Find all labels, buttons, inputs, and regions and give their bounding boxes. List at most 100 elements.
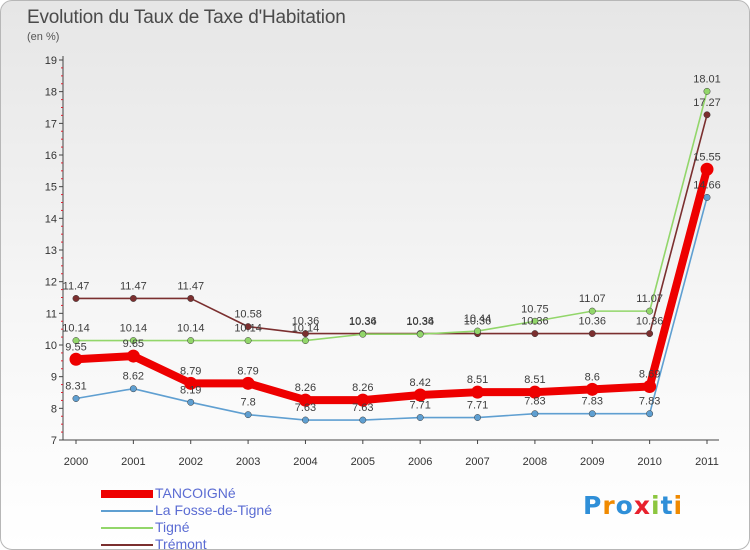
series-3-point bbox=[531, 330, 539, 338]
series-1-data-label: 7.63 bbox=[295, 402, 316, 414]
series-3-data-label: 10.58 bbox=[234, 309, 262, 321]
series-2-data-label: 10.14 bbox=[234, 323, 262, 335]
x-tick-label: 2007 bbox=[465, 456, 489, 468]
series-0-point bbox=[298, 393, 312, 407]
x-tick-label: 2002 bbox=[178, 456, 202, 468]
series-0-data-label: 8.69 bbox=[639, 368, 660, 380]
series-1-point bbox=[187, 398, 195, 406]
series-3-line bbox=[75, 113, 708, 335]
series-0-data-label: 8.51 bbox=[467, 374, 488, 386]
series-0-point bbox=[528, 385, 542, 399]
series-3-data-label: 17.27 bbox=[693, 97, 721, 109]
y-tick-label: 8 bbox=[51, 403, 57, 415]
series-1-point bbox=[129, 385, 137, 393]
y-tick-label: 9 bbox=[51, 372, 57, 384]
series-1-point bbox=[474, 414, 481, 421]
series-1-data-label: 8.62 bbox=[123, 371, 144, 383]
series-1-point bbox=[359, 416, 367, 424]
logo-letter: P bbox=[583, 491, 603, 520]
legend-label: TANCOIGNé bbox=[155, 485, 236, 501]
series-0-data-label: 8.79 bbox=[180, 365, 201, 377]
series-0-point bbox=[126, 349, 140, 363]
x-tick-label: 2005 bbox=[351, 456, 375, 468]
series-1-point bbox=[302, 416, 309, 424]
series-1-data-label: 14.66 bbox=[693, 179, 721, 191]
chart-subtitle: (en %) bbox=[27, 31, 60, 43]
series-3-point bbox=[703, 111, 711, 119]
y-tick-label: 10 bbox=[45, 340, 57, 352]
series-0-line bbox=[72, 165, 711, 405]
series-3-data-label: 10.36 bbox=[521, 316, 549, 328]
series-2-point bbox=[474, 327, 481, 335]
logo-letter: t bbox=[660, 491, 674, 520]
series-2-point bbox=[302, 337, 309, 345]
series-3-data-label: 11.47 bbox=[63, 280, 90, 292]
series-2-point bbox=[531, 317, 539, 325]
series-1-data-label: 7.83 bbox=[582, 396, 603, 408]
x-tick-label: 2011 bbox=[695, 456, 719, 468]
logo-letter: i bbox=[673, 491, 684, 520]
series-2-data-label: 10.34 bbox=[406, 316, 434, 328]
series-0-data-label: 8.79 bbox=[237, 365, 258, 377]
series-1-data-label: 7.71 bbox=[409, 400, 430, 412]
y-tick-label: 11 bbox=[46, 308, 57, 320]
y-tick-label: 17 bbox=[45, 118, 57, 130]
y-tick-label: 18 bbox=[45, 87, 57, 99]
logo-letter: x bbox=[633, 491, 651, 520]
series-1-data-label: 8.19 bbox=[180, 384, 201, 396]
x-tick-label: 2010 bbox=[637, 456, 661, 468]
series-3-data-label: 10.36 bbox=[349, 316, 377, 328]
y-tick-label: 19 bbox=[45, 55, 57, 67]
series-0-data-label: 15.55 bbox=[693, 151, 721, 163]
series-1-data-label: 7.83 bbox=[524, 396, 545, 408]
series-3-data-label: 11.47 bbox=[120, 280, 147, 292]
legend-swatch bbox=[101, 510, 153, 512]
series-0-data-label: 9.55 bbox=[65, 341, 86, 353]
logo-letter: o bbox=[615, 491, 634, 520]
series-1-data-label: 7.83 bbox=[639, 396, 660, 408]
series-1-point bbox=[703, 193, 711, 201]
series-0-data-label: 9.65 bbox=[123, 338, 144, 350]
proxiti-logo: Proxiti bbox=[583, 491, 683, 520]
series-2-point bbox=[703, 87, 711, 95]
y-tick-label: 16 bbox=[45, 150, 57, 162]
x-tick-label: 2003 bbox=[236, 456, 260, 468]
series-2-point bbox=[646, 307, 654, 315]
series-3-point bbox=[588, 330, 596, 338]
series-3-point bbox=[244, 323, 252, 331]
series-3-data-label: 10.36 bbox=[406, 316, 434, 328]
series-3-point bbox=[302, 330, 309, 338]
series-2-point bbox=[187, 337, 195, 345]
series-3-point bbox=[129, 295, 137, 302]
series-3-point bbox=[646, 330, 654, 338]
series-3-data-label: 10.36 bbox=[464, 316, 492, 328]
series-1-point bbox=[531, 410, 539, 418]
series-3-data-label: 10.36 bbox=[292, 316, 320, 328]
series-2-data-label: 10.14 bbox=[177, 323, 205, 335]
series-0-data-label: 8.6 bbox=[585, 371, 600, 383]
series-2-data-label: 10.14 bbox=[292, 323, 320, 335]
x-tick-label: 2001 bbox=[121, 456, 145, 468]
series-0-point bbox=[700, 162, 714, 176]
series-3-data-label: 10.36 bbox=[636, 316, 664, 328]
legend-label: Tigné bbox=[155, 519, 190, 535]
series-1-point bbox=[72, 395, 80, 402]
series-1-point bbox=[244, 411, 252, 419]
series-2-data-label: 10.14 bbox=[120, 323, 148, 335]
series-2-data-label: 10.34 bbox=[349, 316, 377, 328]
series-1-point bbox=[646, 410, 654, 418]
series-1-data-label: 8.31 bbox=[65, 381, 86, 393]
series-2-line bbox=[75, 90, 708, 342]
series-1-line bbox=[75, 196, 708, 421]
chart-title: Evolution du Taux de Taxe d'Habitation bbox=[27, 7, 346, 28]
x-tick-label: 2000 bbox=[64, 456, 88, 468]
legend-swatch bbox=[101, 544, 153, 546]
series-2-point bbox=[244, 337, 252, 345]
series-0-data-label: 8.51 bbox=[524, 374, 545, 386]
series-3-point bbox=[187, 295, 195, 302]
logo-letter: i bbox=[651, 491, 661, 520]
series-1-data-label: 7.63 bbox=[352, 402, 373, 414]
series-2-data-label: 11.07 bbox=[579, 293, 606, 305]
series-1-point bbox=[416, 414, 424, 421]
